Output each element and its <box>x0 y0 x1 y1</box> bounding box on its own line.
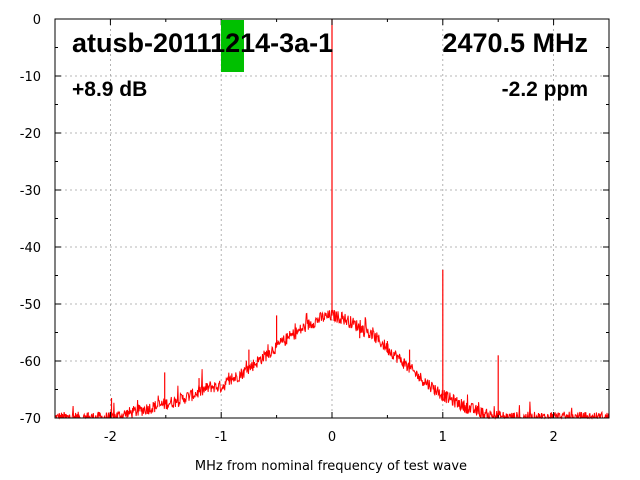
x-tick-label: -1 <box>215 430 228 445</box>
x-tick-label: 0 <box>328 430 336 445</box>
x-axis-label: MHz from nominal frequency of test wave <box>195 459 467 474</box>
plot-area <box>54 19 610 420</box>
chart-subtitle-left: +8.9 dB <box>72 78 147 101</box>
axis-ticks: -2 -1 0 1 20-10-20-30-40-50-60-70 <box>20 13 610 445</box>
y-tick-label: 0 <box>33 13 41 28</box>
x-tick-label: -2 <box>104 430 117 445</box>
y-tick-label: -40 <box>20 241 41 256</box>
chart-title-right: 2470.5 MHz <box>442 28 588 58</box>
chart-subtitle-right: -2.2 ppm <box>502 78 588 101</box>
y-tick-label: -30 <box>20 184 41 199</box>
x-tick-label: 1 <box>439 430 447 445</box>
y-tick-label: -70 <box>20 412 41 427</box>
y-tick-label: -20 <box>20 127 41 142</box>
y-tick-label: -10 <box>20 70 41 85</box>
chart-title-left: atusb-20111214-3a-1 <box>72 28 333 58</box>
x-tick-label: 2 <box>549 430 557 445</box>
y-tick-label: -60 <box>20 355 41 370</box>
status-marker <box>221 20 244 72</box>
y-tick-label: -50 <box>20 298 41 313</box>
